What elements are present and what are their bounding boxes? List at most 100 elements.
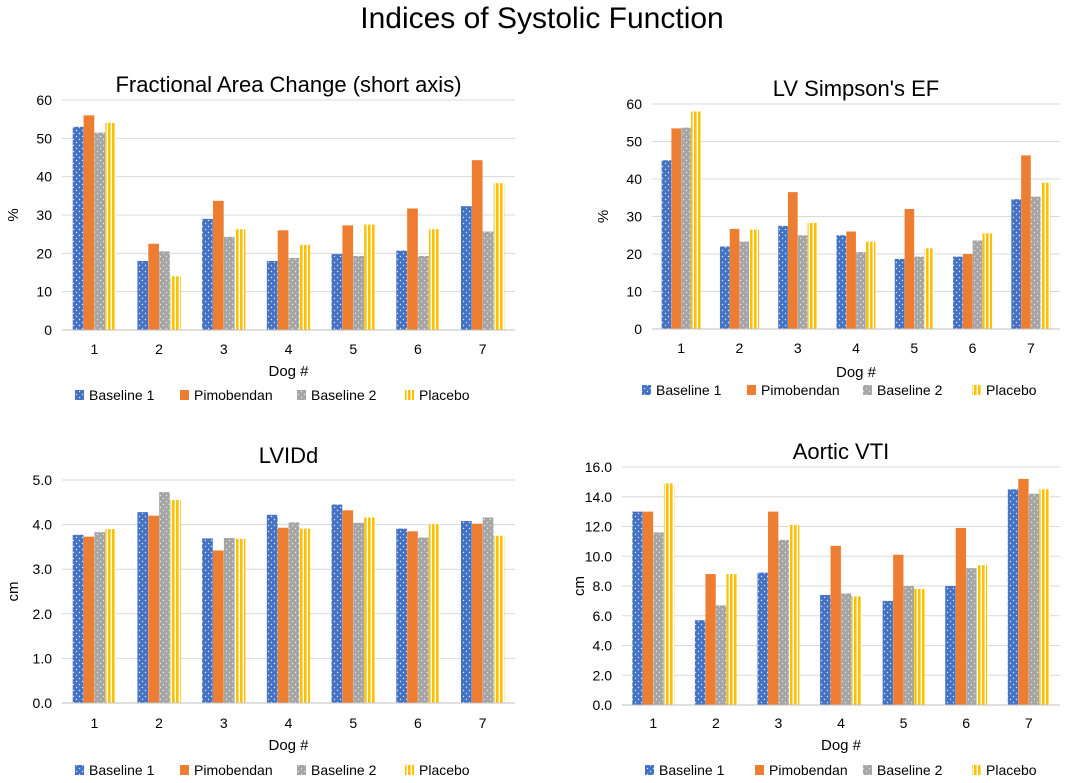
y-tick-label: 10 [626,284,642,300]
bar-placebo-dog-6 [428,524,440,703]
x-tick-label: 4 [285,715,293,731]
y-tick-label: 40 [36,169,52,185]
bar-pimobendan-dog-7 [471,160,483,330]
y-tick-label: 60 [626,96,642,112]
bar-pimobendan-dog-6 [407,531,418,703]
bar-placebo-dog-2 [170,500,181,703]
legend-swatch-pimobendan [755,765,764,775]
bar-baseline-2-dog-4 [288,257,300,330]
legend-label-pimobendan: Pimobendan [761,382,840,398]
bar-baseline-1-dog-2 [719,246,730,329]
x-axis-label: Dog # [821,737,862,754]
bar-baseline-1-dog-1 [72,534,84,703]
y-tick-label: 40 [626,171,642,187]
bar-placebo-dog-5 [364,517,375,703]
x-tick-label: 3 [220,341,228,357]
legend-label-baseline-2: Baseline 2 [877,762,943,778]
bar-baseline-1-dog-5 [882,600,893,705]
bar-baseline-1-dog-3 [778,225,788,329]
bar-pimobendan-dog-7 [471,523,483,703]
bar-pimobendan-dog-4 [277,527,289,703]
x-tick-label: 5 [349,341,357,357]
bar-placebo-dog-1 [105,123,117,330]
y-axis-label: cm [5,582,22,602]
bar-baseline-1-dog-1 [72,126,84,330]
legend-swatch-placebo [405,765,414,775]
bar-baseline-1-dog-5 [331,504,343,703]
bar-pimobendan-dog-1 [671,128,682,329]
bar-baseline-1-dog-3 [202,218,213,330]
legend-label-baseline-2: Baseline 2 [877,382,943,398]
figure-title: Indices of Systolic Function [360,2,724,35]
x-tick-label: 1 [677,340,685,356]
legend-swatch-baseline-1 [75,390,84,400]
bar-baseline-1-dog-6 [953,256,963,329]
bar-baseline-2-dog-7 [482,517,494,703]
legend-label-pimobendan: Pimobendan [194,762,273,778]
legend-swatch-pimobendan [180,765,189,775]
bar-baseline-1-dog-1 [661,160,672,329]
x-tick-label: 2 [155,341,163,357]
legend-label-placebo: Placebo [986,382,1037,398]
bar-placebo-dog-6 [976,565,988,705]
bar-pimobendan-dog-5 [342,225,354,330]
y-tick-label: 10 [36,284,52,300]
y-tick-label: 2.0 [593,667,613,683]
legend-label-baseline-2: Baseline 2 [311,387,377,403]
bar-placebo-dog-2 [726,574,737,705]
bar-baseline-2-dog-3 [223,236,235,330]
bar-placebo-dog-5 [924,248,934,329]
bar-placebo-dog-7 [1040,182,1051,329]
x-tick-label: 7 [479,715,487,731]
y-axis-label: cm [571,576,588,596]
y-tick-label: 30 [626,209,642,225]
legend-label-placebo: Placebo [419,762,470,778]
y-tick-label: 2.0 [33,606,53,622]
y-tick-label: 60 [36,92,52,108]
bar-baseline-1-dog-7 [1007,489,1019,705]
bar-placebo-dog-3 [234,538,246,703]
chart-title: Aortic VTI [793,439,890,464]
bar-baseline-2-dog-2 [715,605,727,705]
bar-baseline-1-dog-6 [396,528,407,703]
bar-baseline-2-dog-4 [856,252,866,329]
bar-baseline-1-dog-7 [460,521,472,703]
bar-baseline-2-dog-6 [972,240,983,329]
x-tick-label: 3 [794,340,802,356]
y-tick-label: 0.0 [593,697,613,713]
bar-pimobendan-dog-3 [788,192,798,329]
y-tick-label: 12.0 [585,519,612,535]
y-tick-label: 20 [36,245,52,261]
x-tick-label: 7 [1025,715,1033,731]
y-tick-label: 0 [44,322,52,338]
bar-pimobendan-dog-2 [705,574,716,705]
x-tick-label: 1 [90,715,98,731]
y-tick-label: 4.0 [593,638,613,654]
x-axis-label: Dog # [268,737,309,754]
chart-title: LVIDd [259,443,319,468]
bar-placebo-dog-1 [663,483,675,705]
bar-placebo-dog-3 [807,222,818,329]
bar-baseline-1-dog-1 [632,511,643,705]
y-tick-label: 1.0 [33,650,53,666]
chart-title: Fractional Area Change (short axis) [115,72,461,97]
legend-swatch-pimobendan [747,385,756,395]
chart-fractional-area-change: Fractional Area Change (short axis) 0 10 20… [5,72,515,403]
bar-baseline-2-dog-6 [418,537,429,703]
x-tick-label: 2 [736,340,744,356]
bar-baseline-2-dog-2 [159,251,170,330]
bar-placebo-dog-4 [865,241,876,329]
legend-swatch-placebo [972,765,981,775]
bar-pimobendan-dog-4 [277,230,289,330]
x-tick-label: 4 [852,340,860,356]
x-tick-label: 2 [712,715,720,731]
y-tick-label: 50 [626,134,642,150]
y-tick-label: 10.0 [585,548,612,564]
bar-baseline-2-dog-1 [653,532,664,705]
bar-pimobendan-dog-1 [83,536,95,703]
bar-baseline-1-dog-6 [396,250,407,330]
bar-baseline-1-dog-7 [460,206,472,330]
x-tick-label: 6 [414,341,422,357]
bar-placebo-dog-6 [982,233,993,329]
chart-title: LV Simpson's EF [773,76,939,101]
